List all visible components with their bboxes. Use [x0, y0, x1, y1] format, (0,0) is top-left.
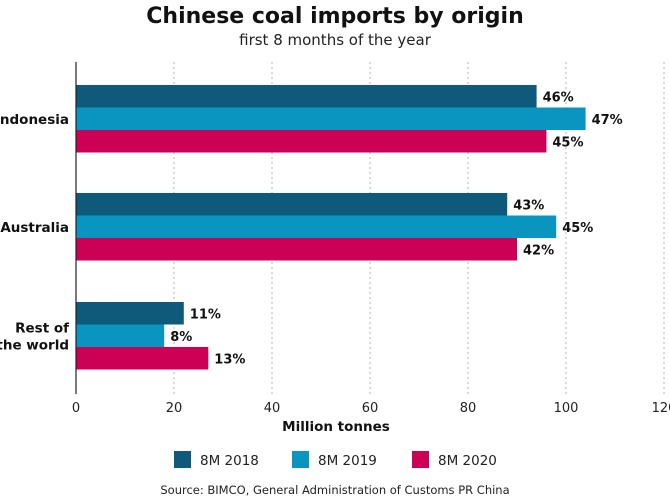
chart-subtitle: first 8 months of the year — [239, 31, 431, 49]
x-tick-label: 80 — [460, 401, 477, 416]
bar — [76, 324, 165, 347]
legend-label: 8M 2019 — [318, 453, 377, 469]
bar — [76, 347, 209, 370]
category-label: Rest of — [15, 320, 69, 336]
chart-title: Chinese coal imports by origin — [146, 4, 524, 29]
x-tick-label: 120 — [652, 401, 670, 416]
x-tick-label: 60 — [362, 401, 379, 416]
data-label: 45% — [562, 221, 593, 236]
x-tick-label: 100 — [554, 401, 579, 416]
bar — [76, 302, 184, 325]
category-label: the world — [0, 337, 69, 353]
legend-swatch — [174, 451, 191, 468]
legend-label: 8M 2020 — [438, 453, 497, 469]
x-tick-label: 0 — [72, 401, 80, 416]
data-label: 42% — [523, 243, 554, 258]
data-label: 46% — [543, 90, 574, 105]
category-label: Indonesia — [0, 112, 69, 128]
data-label: 13% — [214, 352, 245, 367]
data-label: 11% — [190, 307, 221, 322]
data-label: 47% — [592, 113, 623, 128]
x-tick-label: 20 — [166, 401, 183, 416]
data-label: 45% — [552, 135, 583, 150]
bar — [76, 238, 517, 261]
bar — [76, 193, 508, 216]
legend-label: 8M 2018 — [200, 453, 259, 469]
category-label: Australia — [0, 220, 69, 236]
legend-swatch — [412, 451, 429, 468]
bar — [76, 130, 547, 153]
bar — [76, 215, 557, 238]
x-axis-title: Million tonnes — [282, 419, 390, 435]
legend-swatch — [292, 451, 309, 468]
x-tick-label: 40 — [264, 401, 281, 416]
bar — [76, 107, 586, 130]
data-label: 8% — [170, 330, 192, 345]
source-note: Source: BIMCO, General Administration of… — [160, 483, 510, 497]
data-label: 43% — [513, 198, 544, 213]
bar — [76, 85, 537, 108]
